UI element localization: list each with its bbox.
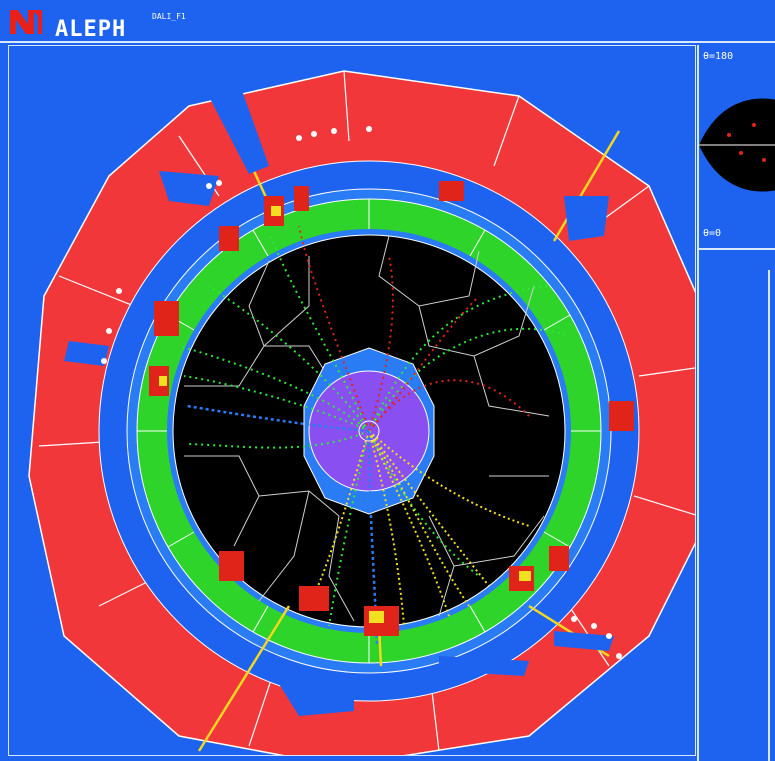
side-view-canvas xyxy=(699,98,775,192)
window-label: DALI_F1 xyxy=(152,12,186,21)
side-view-panel[interactable]: θ=180 θ=0 xyxy=(697,45,775,250)
ecal-hot-cells xyxy=(159,206,531,623)
detector-view[interactable] xyxy=(8,45,696,756)
aleph-logo-icon xyxy=(8,8,44,36)
lower-side-panel xyxy=(697,250,775,761)
hcal-deposits xyxy=(64,54,614,716)
theta-min-label: θ=0 xyxy=(703,228,722,239)
hcal-sector-lines xyxy=(38,70,695,752)
title-bar: ALEPH DALI_F1 xyxy=(0,0,775,43)
detector-canvas[interactable] xyxy=(9,46,696,756)
muon-hits xyxy=(101,126,622,659)
red-tracks xyxy=(298,225,530,432)
theta-max-label: θ=180 xyxy=(703,51,734,62)
ecal-deposits xyxy=(149,181,634,636)
green-tracks xyxy=(178,235,570,627)
app-title: ALEPH xyxy=(55,17,127,42)
lower-side-panel-inner xyxy=(768,270,775,761)
yellow-tracks xyxy=(308,430,530,627)
